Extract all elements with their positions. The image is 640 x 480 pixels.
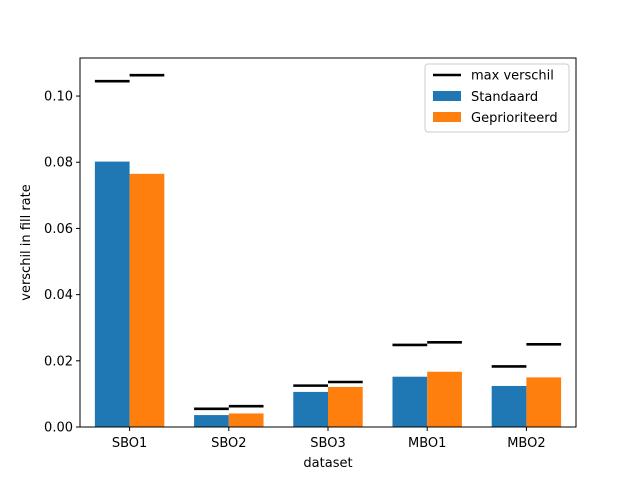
bar-standaard-sbo1 <box>94 161 130 427</box>
bar-standaard-sbo3 <box>293 391 328 427</box>
x-tick-label: MBO1 <box>408 436 446 451</box>
bar-geprioriteerd-sbo3 <box>328 386 363 427</box>
legend-standaard-swatch <box>433 91 461 101</box>
bar-standaard-mbo2 <box>491 385 527 427</box>
bar-standaard-mbo1 <box>392 376 428 427</box>
x-tick-label: SBO1 <box>112 436 147 451</box>
bar-geprioriteerd-sbo2 <box>228 413 264 427</box>
bar-geprioriteerd-mbo1 <box>427 371 462 427</box>
x-tick-label: SBO2 <box>211 436 246 451</box>
legend-max-verschil-label: max verschil <box>471 69 554 84</box>
bar-geprioriteerd-sbo1 <box>129 173 165 427</box>
legend-geprioriteerd-label: Geprioriteerd <box>471 111 558 126</box>
y-axis-label: verschil in fill rate <box>19 184 34 301</box>
bar-geprioriteerd-mbo2 <box>526 377 562 427</box>
legend-standaard-label: Standaard <box>471 90 538 105</box>
bar-standaard-sbo2 <box>194 415 229 427</box>
max-verschil-layer <box>94 73 562 411</box>
bars-layer <box>94 161 562 427</box>
y-tick-label: 0.08 <box>44 156 73 171</box>
y-tick-label: 0.04 <box>44 288 73 303</box>
y-tick-label: 0.02 <box>44 354 73 369</box>
y-tick-label: 0.10 <box>44 90 73 105</box>
legend: max verschil Standaard Geprioriteerd <box>424 63 570 133</box>
x-axis-label: dataset <box>303 456 352 471</box>
y-tick-label: 0.00 <box>44 421 73 436</box>
y-tick-label: 0.06 <box>44 222 73 237</box>
x-tick-label: SBO3 <box>310 436 345 451</box>
x-tick-label: MBO2 <box>507 436 545 451</box>
x-axis-ticks: SBO1 SBO2 SBO3 MBO1 MBO2 <box>112 427 546 451</box>
legend-geprioriteerd-swatch <box>433 112 461 122</box>
y-axis-ticks: 0.00 0.02 0.04 0.06 0.08 0.10 <box>44 90 80 436</box>
